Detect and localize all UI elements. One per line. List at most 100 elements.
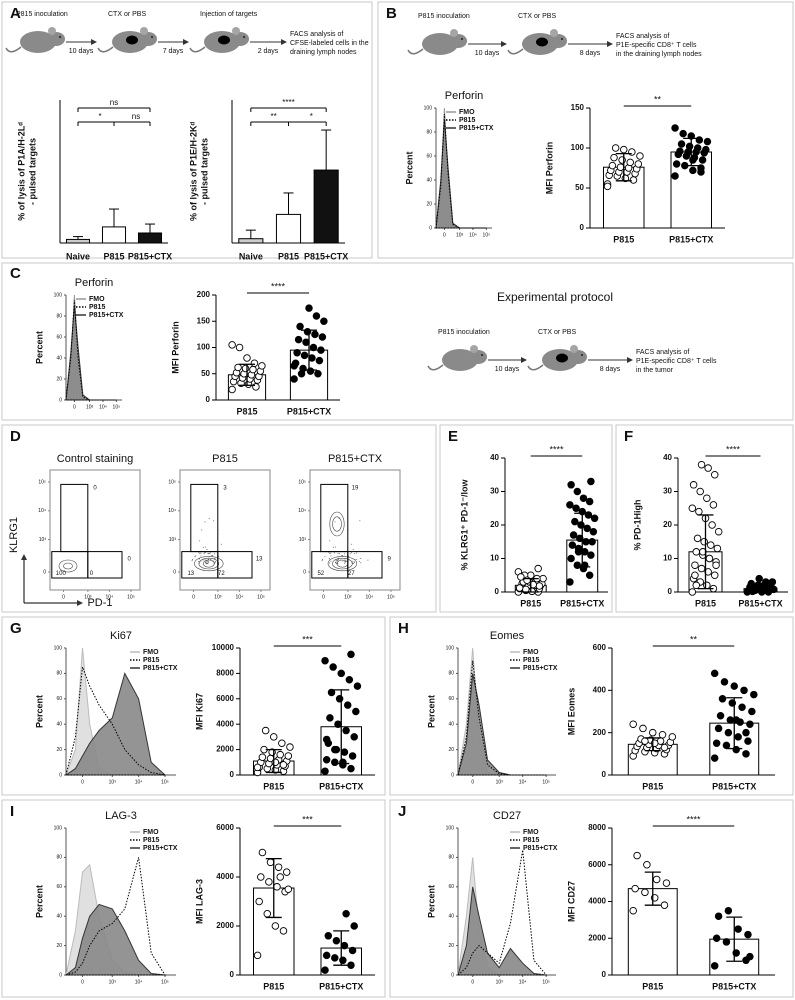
data-point	[582, 538, 590, 546]
plot-title: P815+CTX	[328, 453, 383, 465]
y-tick-label: 60	[56, 696, 62, 702]
x-tick-label: 10⁴	[236, 594, 244, 600]
plot-title: Control staining	[57, 453, 133, 465]
contour	[203, 559, 215, 568]
y-tick-label: 10	[490, 554, 499, 563]
data-point	[331, 758, 339, 767]
data-point	[746, 952, 754, 961]
data-point	[652, 875, 661, 884]
y-tick-label: 0	[451, 772, 454, 778]
x-tick-label: P815+CTX	[304, 251, 348, 261]
x-tick-label: 10⁵	[257, 594, 265, 600]
event-dot	[205, 561, 207, 563]
panel-label: G	[10, 620, 22, 637]
y-axis-label: - pulsed targets	[27, 138, 37, 205]
y-tick-label: 100	[571, 143, 585, 152]
x-tick-label: 0	[322, 594, 325, 600]
y-tick-label: 40	[56, 355, 62, 361]
data-point	[710, 754, 719, 762]
legend-label: P815+CTX	[523, 845, 558, 852]
mouse-tail	[5, 46, 22, 53]
data-point	[331, 745, 339, 754]
event-dot	[212, 555, 214, 557]
legend-label: P815	[143, 657, 159, 664]
data-point	[326, 714, 334, 722]
data-point	[703, 581, 711, 590]
event-dot	[360, 557, 362, 559]
data-point	[585, 571, 594, 580]
y-tick-label: 20	[426, 201, 432, 207]
y-tick-label: 40	[448, 722, 454, 728]
event-dot	[328, 552, 330, 554]
x-tick-label: P815+CTX	[319, 781, 363, 791]
data-point	[707, 541, 715, 549]
significance-label: ****	[271, 281, 286, 291]
y-tick-label: 0	[602, 970, 607, 979]
data-point	[724, 906, 733, 915]
event-dot	[213, 520, 215, 522]
event-dot	[349, 553, 351, 555]
event-dot	[198, 561, 200, 563]
protocol-step: CTX or PBS	[518, 13, 556, 20]
y-tick-label: 80	[448, 671, 454, 677]
data-point	[583, 524, 591, 533]
y-tick-label: 0	[59, 397, 62, 403]
data-point	[278, 739, 286, 748]
event-dot	[207, 562, 209, 564]
data-point	[337, 669, 346, 678]
data-point	[744, 930, 752, 939]
x-tick-label: 10⁴	[366, 594, 374, 600]
x-tick-label: 10³	[84, 594, 92, 600]
data-point	[697, 564, 706, 573]
data-point	[629, 720, 637, 728]
y-tick-label: 0	[495, 587, 500, 596]
legend-label: P815+CTX	[143, 665, 178, 672]
data-point	[702, 145, 710, 154]
contour	[198, 557, 220, 570]
y-axis-label: - pulsed targets	[199, 138, 209, 205]
y-tick-label: 50	[575, 183, 584, 192]
data-point	[750, 690, 758, 699]
mouse-head	[139, 32, 157, 46]
bar	[101, 226, 127, 244]
data-point	[699, 548, 707, 556]
data-point	[296, 322, 304, 331]
data-point	[588, 538, 596, 546]
event-dot	[321, 560, 323, 562]
event-dot	[208, 517, 210, 519]
legend-label: FMO	[143, 649, 159, 656]
contour	[194, 556, 224, 572]
panel-label: A	[10, 5, 21, 22]
data-point	[322, 735, 331, 744]
y-tick-label: 400	[593, 685, 607, 694]
panel-label: I	[10, 803, 14, 820]
histogram-curve	[456, 849, 548, 976]
mouse-tail	[407, 48, 424, 55]
bar	[238, 238, 264, 244]
y-tick-label: 10³	[39, 537, 47, 543]
legend-label: P815	[523, 837, 539, 844]
event-dot	[352, 548, 354, 550]
event-dot	[337, 559, 339, 561]
data-point	[708, 521, 716, 529]
data-point	[302, 338, 310, 347]
data-point	[691, 571, 699, 580]
panel-frame	[615, 424, 794, 613]
gate	[347, 551, 383, 579]
protocol-step: P815 inoculation	[16, 11, 68, 18]
x-tick-label: 0	[192, 594, 195, 600]
significance-label: ***	[302, 634, 313, 644]
legend-label: P815+CTX	[523, 665, 558, 672]
data-point	[718, 695, 727, 703]
data-point	[241, 364, 250, 373]
x-tick-label: 10⁴	[135, 779, 143, 785]
data-point	[610, 153, 618, 162]
y-tick-label: 60	[426, 153, 432, 159]
data-point	[660, 901, 669, 909]
mouse-eye	[561, 38, 563, 40]
protocol-readout: CFSE-labeled cells in the	[290, 40, 369, 47]
event-dot	[336, 559, 338, 561]
data-point	[263, 910, 272, 918]
y-tick-label: 600	[593, 643, 607, 652]
data-point	[322, 756, 331, 764]
